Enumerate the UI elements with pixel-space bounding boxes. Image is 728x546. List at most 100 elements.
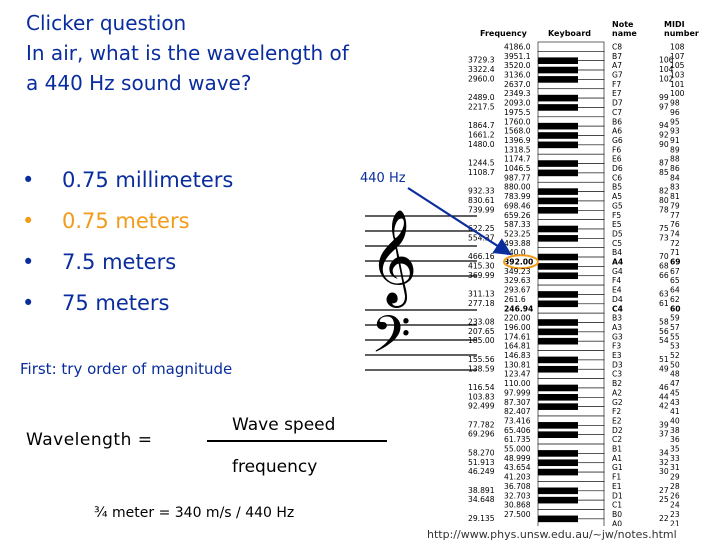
option-3[interactable]: • 7.5 meters [22, 242, 233, 283]
white-key-frequency: 27.500 [504, 510, 531, 519]
black-key-midi: 66 [659, 271, 669, 280]
black-key [538, 422, 578, 429]
note-name: E5 [612, 220, 622, 229]
note-name: D1 [612, 491, 623, 500]
white-key-frequency: 1975.5 [504, 108, 531, 117]
note-name: C6 [612, 173, 622, 182]
black-key-frequency: 207.65 [468, 327, 495, 336]
white-key-frequency: 61.735 [504, 435, 531, 444]
black-key-midi: 42 [659, 402, 669, 411]
white-key-frequency: 493.88 [504, 239, 531, 248]
note-name: G3 [612, 332, 623, 341]
white-key-frequency: 698.46 [504, 201, 531, 210]
black-key-midi: 73 [659, 233, 669, 242]
frequency-callout: 440 Hz [360, 171, 406, 186]
bullet-icon: • [22, 168, 35, 192]
note-name: G6 [612, 136, 623, 145]
black-key [538, 94, 578, 102]
note-name: F2 [612, 407, 621, 416]
note-name: G1 [612, 463, 623, 472]
option-2[interactable]: • 0.75 meters [22, 201, 233, 242]
black-key [538, 272, 578, 280]
white-key-midi: 60 [670, 304, 681, 313]
white-key-frequency: 1396.9 [504, 136, 531, 145]
black-key-midi: 37 [659, 430, 669, 439]
header-note-line1: Note [612, 20, 634, 29]
white-key-midi: 79 [670, 201, 680, 210]
white-key-midi: 23 [670, 510, 680, 519]
note-name: A7 [612, 61, 622, 70]
white-key-frequency: 2093.0 [504, 99, 531, 108]
white-key-midi: 41 [670, 407, 680, 416]
black-key [538, 450, 578, 457]
note-name: B4 [612, 248, 622, 257]
option-label: 7.5 meters [62, 250, 177, 274]
black-key [538, 225, 578, 233]
white-key-frequency: 30.868 [504, 501, 531, 510]
white-key-frequency: 73.416 [504, 416, 531, 425]
black-key [538, 188, 578, 195]
black-key [538, 431, 578, 438]
piano-keyboard [537, 41, 605, 526]
black-key-midi: 70 [659, 252, 669, 261]
black-key [538, 291, 578, 298]
note-name: F7 [612, 80, 621, 89]
black-key-frequency: 138.59 [468, 364, 495, 373]
white-key-frequency: 87.307 [504, 398, 531, 407]
note-name: D7 [612, 99, 623, 108]
black-key [538, 122, 578, 130]
note-name: F1 [612, 473, 621, 482]
black-key-frequency: 233.08 [468, 318, 495, 327]
white-key-frequency: 123.47 [504, 370, 531, 379]
black-key [538, 319, 578, 326]
black-key-midi: 44 [659, 392, 669, 401]
header-note-line2: name [612, 29, 637, 38]
white-key-frequency: 3136.0 [504, 71, 531, 80]
white-key-frequency: 329.63 [504, 276, 531, 285]
white-key-midi: 24 [670, 501, 680, 510]
black-key-midi: 49 [659, 364, 669, 373]
option-4[interactable]: • 75 meters [22, 283, 233, 324]
white-key-frequency: 1568.0 [504, 127, 531, 136]
note-name: A6 [612, 127, 622, 136]
white-key-midi: 71 [670, 248, 680, 257]
black-key-midi: 87 [659, 159, 669, 168]
white-key-frequency: 97.999 [504, 388, 531, 397]
music-staff: 𝄞 𝄢 [365, 209, 477, 377]
white-key-midi: 50 [670, 360, 680, 369]
white-key-midi: 72 [670, 239, 680, 248]
black-key-midi: 61 [659, 299, 669, 308]
black-key-midi: 25 [659, 495, 669, 504]
black-key [538, 365, 578, 373]
white-key-frequency: 1046.5 [504, 164, 531, 173]
black-key [538, 328, 578, 336]
option-1[interactable]: • 0.75 millimeters [22, 160, 233, 201]
note-name: B6 [612, 117, 622, 126]
white-key-frequency: 392.00 [504, 258, 533, 267]
formula-numerator: Wave speed [232, 415, 336, 435]
white-key-midi: 45 [670, 388, 680, 397]
black-key [538, 132, 578, 139]
black-key-frequency: 622.25 [468, 224, 495, 233]
black-key [538, 459, 578, 467]
white-key-frequency: 65.406 [504, 426, 531, 435]
black-key [538, 76, 578, 83]
white-key-frequency: 3520.0 [504, 61, 531, 70]
black-key-frequency: 46.249 [468, 467, 495, 476]
black-key-midi: 46 [659, 383, 669, 392]
white-key-midi: 38 [670, 426, 680, 435]
black-key-midi: 75 [659, 224, 669, 233]
white-key-frequency: 4186.0 [504, 42, 531, 51]
black-key-midi: 32 [659, 458, 669, 467]
black-key [538, 300, 578, 308]
white-key-midi: 108 [670, 42, 685, 51]
white-key-midi: 96 [670, 108, 680, 117]
white-key-frequency: 659.26 [504, 211, 531, 220]
note-name: E3 [612, 351, 622, 360]
white-key-frequency: 783.99 [504, 192, 531, 201]
black-key-frequency: 466.16 [468, 252, 495, 261]
white-key-midi: 31 [670, 463, 680, 472]
black-key [538, 487, 578, 495]
black-key-frequency: 1661.2 [468, 131, 495, 140]
source-url[interactable]: http://www.phys.unsw.edu.au/~jw/notes.ht… [427, 528, 677, 541]
